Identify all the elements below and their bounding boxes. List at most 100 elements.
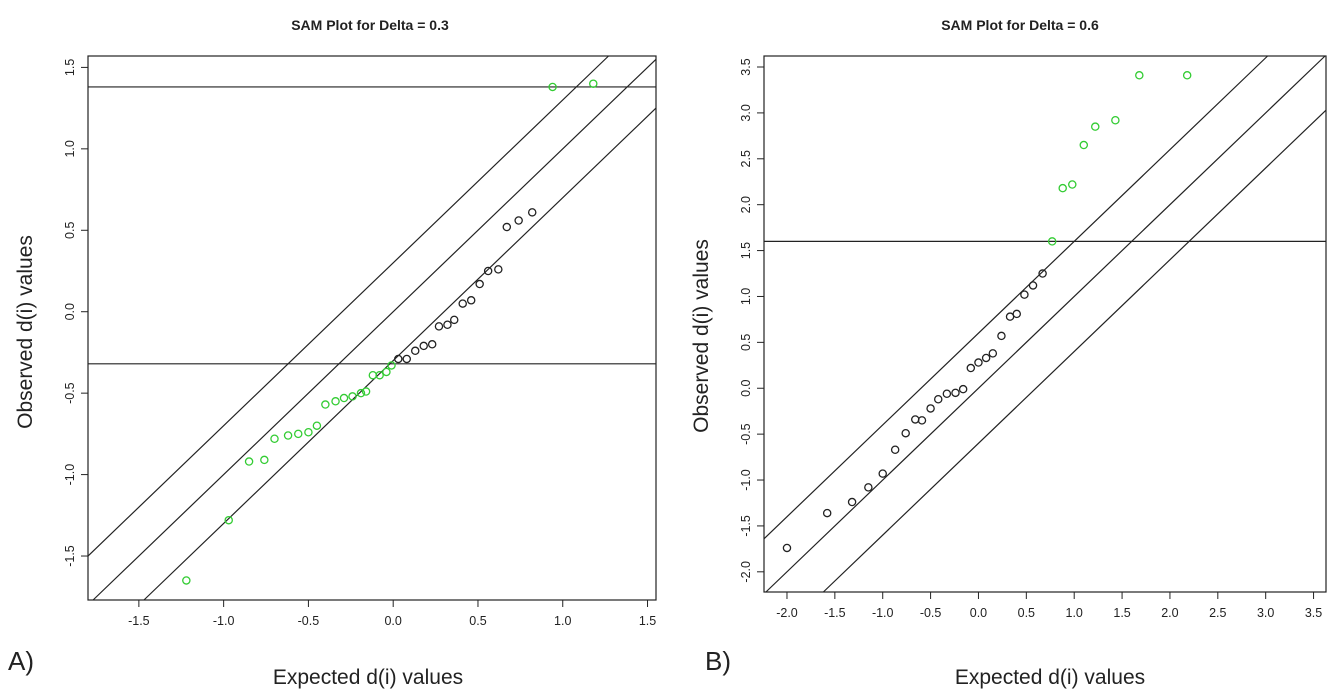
panel-b-x-tick-label: 2.5 xyxy=(1209,606,1226,620)
panel-a-y-tick-label: 1.0 xyxy=(63,140,77,157)
panel-a-x-tick-label: 1.5 xyxy=(639,614,656,628)
panel-a-point xyxy=(419,341,428,351)
panel-b-significant-point xyxy=(1182,71,1192,80)
panel-b-diagonal-line xyxy=(822,109,1327,593)
panel-b-significant-point xyxy=(1058,183,1067,193)
panel-b-y-tick-label: -1.0 xyxy=(739,469,753,491)
panel-b-y-tick-label: -2.0 xyxy=(739,561,753,583)
panel-b-label: B) xyxy=(705,646,731,676)
panel-b-point xyxy=(1020,290,1029,299)
panel-a-significant-point xyxy=(260,455,269,465)
panel-b-y-tick-label: 3.5 xyxy=(739,58,753,75)
panel-a-x-tick-label: -0.5 xyxy=(298,614,320,628)
panel-a-y-tick-label: 1.5 xyxy=(63,59,77,76)
panel-b-y-tick-label: 3.0 xyxy=(739,104,753,121)
panel-a-point xyxy=(514,216,523,225)
panel-a-xlabel: Expected d(i) values xyxy=(273,666,463,689)
panel-b-point xyxy=(974,358,983,367)
panel-a-significant-point xyxy=(387,361,396,370)
panel-a-point xyxy=(410,346,420,356)
panel-b-x-tick-label: 3.5 xyxy=(1305,606,1322,620)
panel-a-significant-point xyxy=(270,434,279,444)
panel-b-significant-point xyxy=(1068,180,1077,189)
panel-a-point xyxy=(449,315,459,325)
panel-b-y-tick-label: 2.5 xyxy=(739,150,753,167)
panel-a-significant-point xyxy=(589,79,598,88)
panel-a-significant-point xyxy=(375,370,384,380)
panel-a-significant-point xyxy=(244,457,254,466)
panel-b-plot-area: -2.0 -1.5 -1.0 -0.5 0.0 0.5 1.0 1.5 2.0 2.5 3.0 3.5… xyxy=(739,55,1327,620)
panel-b-y-tick-label: 1.0 xyxy=(739,288,753,305)
panel-a-title: SAM Plot for Delta = 0.3 xyxy=(291,17,449,33)
panel-b-significant-point xyxy=(1079,140,1089,150)
panel-a-y-tick-label: -0.5 xyxy=(63,382,77,404)
panel-b-point xyxy=(901,428,910,438)
panel-b-y-tick-label: 0.5 xyxy=(739,334,753,351)
panel-b-frame xyxy=(763,55,1327,593)
panel-b-diagonal-line xyxy=(763,55,1269,540)
panel-a-significant-point xyxy=(283,431,293,440)
panel-a-significant-point xyxy=(321,400,330,409)
panel-a-significant-point xyxy=(548,82,557,92)
panel-b-y-tick-label: 1.5 xyxy=(739,242,753,259)
panel-a-y-tick-label: -1.5 xyxy=(63,545,77,567)
panel-b-point xyxy=(1028,281,1038,290)
panel-b-significant-point xyxy=(1135,71,1144,80)
panel-a-significant-point xyxy=(361,387,371,396)
panel-a-significant-point xyxy=(331,397,340,406)
panel-a-significant-point xyxy=(348,392,357,401)
panel-b-significant-point xyxy=(1047,237,1057,246)
panel-b-x-tick-label: -0.5 xyxy=(920,606,942,620)
panel-a-significant-point xyxy=(182,576,191,585)
panel-b-y-tick-label: 2.0 xyxy=(739,196,753,213)
panel-b-diagonal-line xyxy=(765,55,1326,593)
panel-b-point xyxy=(958,384,968,394)
panel-a-significant-point xyxy=(312,421,322,430)
panel-b-point xyxy=(1038,269,1047,278)
panel-b-significant-point xyxy=(1111,115,1120,125)
panel-b-point xyxy=(942,389,952,399)
panel-a-diagonal-line xyxy=(143,107,657,601)
panel-a-x-tick-label: -1.5 xyxy=(128,614,150,628)
panel-a-label: A) xyxy=(8,646,34,676)
panel-b-xlabel: Expected d(i) values xyxy=(955,666,1145,689)
panel-a-x-tick-label: 0.0 xyxy=(384,614,401,628)
panel-b-point xyxy=(917,416,927,425)
panel-a-y-tick-label: 0.0 xyxy=(63,303,77,320)
panel-a-significant-point xyxy=(304,427,313,437)
panel-b-point xyxy=(966,363,976,373)
panel-b-x-tick-label: 1.5 xyxy=(1113,606,1130,620)
panel-b-point xyxy=(911,415,920,424)
panel-a-point xyxy=(527,208,537,217)
panel-b-point xyxy=(890,445,900,454)
panel-a-x-tick-label: 1.0 xyxy=(554,614,571,628)
panel-b-point xyxy=(933,395,943,404)
panel-b-point xyxy=(864,483,873,492)
panel-b-point xyxy=(782,543,792,553)
panel-a-x-tick-label: 0.5 xyxy=(469,614,486,628)
panel-a-point xyxy=(502,222,512,232)
panel-b-x-tick-label: 1.0 xyxy=(1066,606,1083,620)
panel-a-frame xyxy=(87,55,657,601)
panel-b-x-tick-label: 0.0 xyxy=(970,606,987,620)
panel-a-significant-point xyxy=(356,388,366,398)
panel-b-title: SAM Plot for Delta = 0.6 xyxy=(941,17,1099,33)
panel-b-point xyxy=(847,497,857,507)
panel-b-point xyxy=(951,388,960,398)
panel-b-x-tick-label: -1.5 xyxy=(824,606,846,620)
panel-b-point xyxy=(878,469,887,478)
panel-b-ylabel: Observed d(i) values xyxy=(690,239,713,433)
panel-a-x-tick-label: -1.0 xyxy=(213,614,235,628)
panel-b-point xyxy=(988,349,998,358)
panel-a-point xyxy=(458,299,467,308)
panel-a-plot-area: -1.5 -1.0 -0.5 0.0 0.5 1.0 1.5 -1.5 -1.0 -0.5 0.0 0… xyxy=(63,55,657,628)
panel-a-significant-point xyxy=(224,515,233,525)
panel-a-y-tick-label: 0.5 xyxy=(63,222,77,239)
panel-b: SAM Plot for Delta = 0.6 Observed d(i) v… xyxy=(690,17,1327,689)
panel-a-point xyxy=(466,296,476,305)
panel-b-point xyxy=(1012,309,1022,319)
panel-a-point xyxy=(434,322,444,331)
panel-b-point xyxy=(981,353,991,363)
panel-b-point xyxy=(822,508,832,518)
